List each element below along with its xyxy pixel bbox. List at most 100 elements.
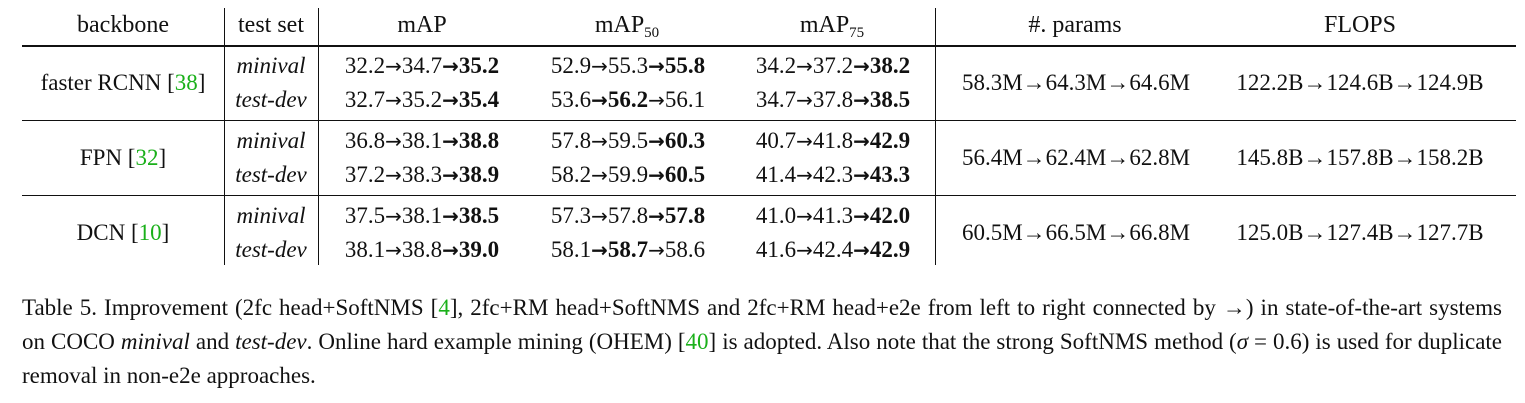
map-value: 38.1	[401, 128, 443, 153]
caption-sigma: σ	[1236, 329, 1249, 354]
map75-cell: 34.7→37.8→38.5	[733, 85, 933, 115]
params-cell: 56.4M→62.4M→62.8M	[961, 145, 1191, 170]
map50-value: 57.8	[664, 203, 706, 228]
map50-value: 57.3	[550, 203, 592, 228]
caption-text-5: ] is adopted. Also note that the strong …	[708, 329, 1237, 354]
map50-value: 52.9	[550, 53, 592, 78]
map-cell: 37.5→38.1→38.5	[322, 201, 522, 231]
arrow: →	[796, 163, 813, 187]
map75-cell: 34.2→37.2→38.2	[733, 51, 933, 81]
map75-value: 43.3	[869, 162, 911, 187]
header-flops: FLOPS	[1323, 12, 1397, 38]
arrow: →	[442, 163, 459, 187]
map-value: 34.7	[401, 53, 443, 78]
map50-value: 55.8	[664, 53, 706, 78]
test-set-cell: test-dev	[235, 237, 307, 262]
map-value: 39.0	[458, 237, 500, 262]
map-value: 36.8	[344, 128, 386, 153]
test-set-cell: test-dev	[235, 87, 307, 112]
header-map50-sub: 50	[644, 25, 660, 41]
arrow: →	[853, 54, 870, 78]
map50-value: 56.2	[607, 87, 649, 112]
map50-value: 55.3	[607, 53, 649, 78]
arrow: →	[796, 54, 813, 78]
map75-value: 40.7	[755, 128, 797, 153]
arrow: →	[796, 88, 813, 112]
arrow: →	[648, 238, 665, 262]
map75-value: 38.2	[869, 53, 911, 78]
map-cell: 38.1→38.8→39.0	[322, 235, 522, 265]
map-value: 38.1	[344, 237, 386, 262]
arrow: →	[442, 88, 459, 112]
arrow: →	[648, 129, 665, 153]
group-divider-1	[22, 120, 1516, 121]
test-set-cell: minival	[236, 128, 306, 153]
header-backbone: backbone	[77, 12, 169, 38]
header-map75: mAP75	[732, 10, 932, 41]
map-value: 35.2	[458, 53, 500, 78]
map75-cell: 40.7→41.8→42.9	[733, 126, 933, 156]
flops-cell: 125.0B→127.4B→127.7B	[1236, 220, 1484, 245]
arrow: →	[591, 129, 608, 153]
arrow: →	[648, 88, 665, 112]
map50-value: 59.9	[607, 162, 649, 187]
caption-test-dev: test-dev	[235, 329, 307, 354]
arrow: →	[591, 163, 608, 187]
map50-value: 56.1	[664, 87, 706, 112]
map-value: 38.1	[401, 203, 443, 228]
backbone-name: DCN [	[76, 220, 139, 245]
map-cell: 32.7→35.2→35.4	[322, 85, 522, 115]
arrow: →	[853, 238, 870, 262]
header-map50: mAP50	[527, 10, 727, 41]
map50-value: 59.5	[607, 128, 649, 153]
top-rule	[22, 45, 1516, 47]
map-value: 38.8	[401, 237, 443, 262]
map-cell: 32.2→34.7→35.2	[322, 51, 522, 81]
map75-value: 34.2	[755, 53, 797, 78]
map-value: 32.7	[344, 87, 386, 112]
map-value: 35.4	[458, 87, 500, 112]
backbone-cell: faster RCNN [38]	[22, 68, 224, 98]
map50-cell: 52.9→55.3→55.8	[528, 51, 728, 81]
arrow: →	[591, 88, 608, 112]
arrow: →	[385, 129, 402, 153]
map-cell: 36.8→38.1→38.8	[322, 126, 522, 156]
backbone-cell: DCN [10]	[22, 218, 224, 248]
arrow: →	[385, 163, 402, 187]
arrow: →	[591, 204, 608, 228]
column-rule-1	[224, 8, 225, 265]
caption-cite-40[interactable]: 40	[685, 329, 709, 354]
map-value: 35.2	[401, 87, 443, 112]
map-value: 38.8	[458, 128, 500, 153]
group-divider-2	[22, 195, 1516, 196]
caption-text-4: . Online hard example mining (OHEM) [	[306, 329, 686, 354]
map75-value: 42.0	[869, 203, 911, 228]
arrow: →	[853, 163, 870, 187]
backbone-bracket: ]	[158, 145, 167, 170]
arrow: →	[442, 238, 459, 262]
header-map: mAP	[397, 12, 447, 38]
arrow: →	[853, 88, 870, 112]
arrow: →	[853, 129, 870, 153]
params-cell: 58.3M→64.3M→64.6M	[961, 70, 1191, 95]
backbone-bracket: ]	[161, 220, 170, 245]
backbone-name: FPN [	[79, 145, 136, 170]
test-set-cell: minival	[236, 53, 306, 78]
arrow: →	[591, 54, 608, 78]
map50-cell: 58.2→59.9→60.5	[528, 160, 728, 190]
map-cell: 37.2→38.3→38.9	[322, 160, 522, 190]
arrow: →	[442, 54, 459, 78]
backbone-cite[interactable]: 38	[174, 70, 198, 95]
map-value: 32.2	[344, 53, 386, 78]
column-rule-3	[935, 8, 936, 265]
map75-value: 41.0	[755, 203, 797, 228]
backbone-cite[interactable]: 32	[135, 145, 159, 170]
arrow: →	[796, 129, 813, 153]
caption-cite-4[interactable]: 4	[438, 295, 450, 320]
map50-value: 57.8	[607, 203, 649, 228]
map50-value: 53.6	[550, 87, 592, 112]
backbone-cite[interactable]: 10	[138, 220, 162, 245]
map75-cell: 41.6→42.4→42.9	[733, 235, 933, 265]
backbone-bracket: ]	[197, 70, 206, 95]
map50-value: 60.3	[664, 128, 706, 153]
